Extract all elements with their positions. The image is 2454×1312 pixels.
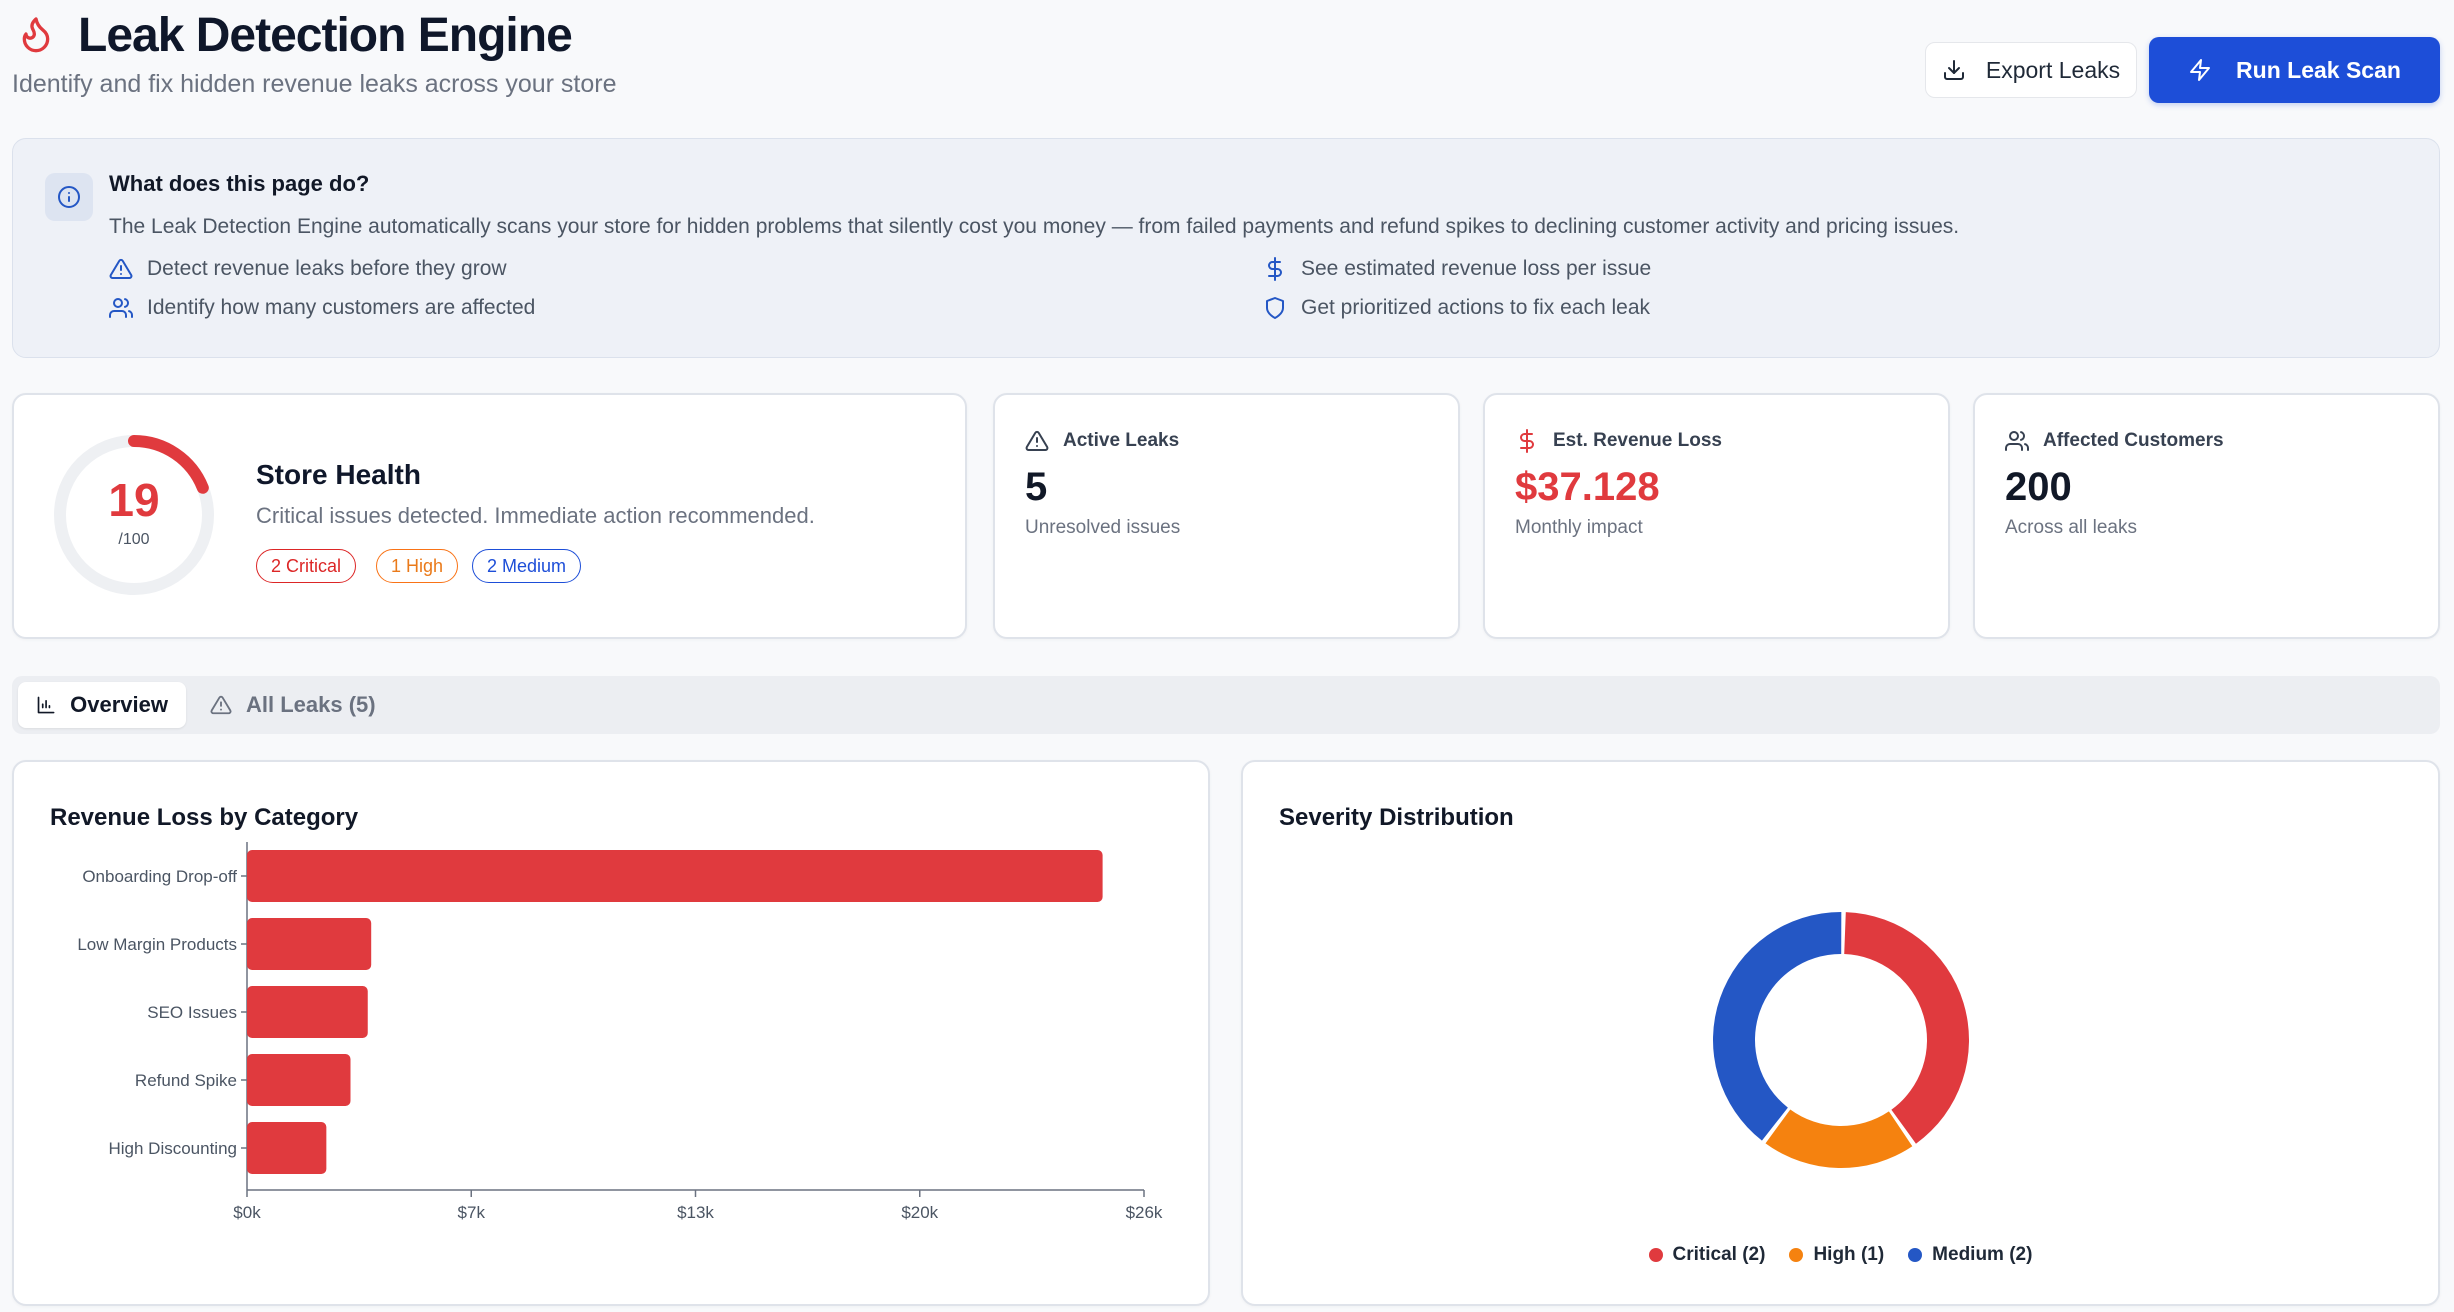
info-icon xyxy=(58,186,80,208)
revenue-loss-bar-chart: Onboarding Drop-off Low Margin Products SE… xyxy=(77,842,1163,1222)
revenue-loss-card: Est. Revenue Loss $37.128 Monthly impact xyxy=(1483,393,1950,639)
critical-badge: 2 Critical xyxy=(256,549,357,583)
run-leak-scan-label: Run Leak Scan xyxy=(2236,56,2401,83)
feature-prioritized-actions: Get prioritized actions to fix each leak xyxy=(1263,296,1650,320)
info-description: The Leak Detection Engine automatically … xyxy=(109,215,1960,238)
flame-icon xyxy=(22,17,50,53)
shield-icon xyxy=(1266,297,1284,319)
bar-low-margin-products[interactable] xyxy=(247,918,372,970)
donut-slice-medium[interactable] xyxy=(1713,912,1842,1141)
legend-dot xyxy=(1648,1248,1663,1262)
affected-customers-value: 200 xyxy=(2005,465,2072,509)
affected-customers-card: Affected Customers 200 Across all leaks xyxy=(1973,393,2440,639)
legend-dot xyxy=(1789,1248,1804,1262)
stat-label-text: Active Leaks xyxy=(1063,430,1180,451)
affected-customers-sub: Across all leaks xyxy=(2005,517,2137,538)
feature-label: Get prioritized actions to fix each leak xyxy=(1301,296,1651,319)
feature-label: Detect revenue leaks before they grow xyxy=(147,257,507,280)
donut-slice-high[interactable] xyxy=(1765,1109,1913,1168)
severity-chart-card: Severity Distribution Critical (2) High (… xyxy=(1241,760,2440,1306)
page-title: Leak Detection Engine xyxy=(78,9,573,62)
donut-slice-critical[interactable] xyxy=(1844,912,1969,1144)
legend-label: Critical (2) xyxy=(1672,1244,1766,1265)
legend-item-medium[interactable]: Medium (2) xyxy=(1908,1244,2032,1266)
bar-seo-issues[interactable] xyxy=(247,986,368,1038)
tab-overview-label: Overview xyxy=(70,692,168,717)
feature-label: See estimated revenue loss per issue xyxy=(1301,257,1652,280)
y-tick-label: Low Margin Products xyxy=(77,935,237,954)
active-leaks-card: Active Leaks 5 Unresolved issues xyxy=(993,393,1460,639)
download-icon xyxy=(1943,60,1964,80)
feature-identify-customers: Identify how many customers are affected xyxy=(109,296,535,320)
info-title: What does this page do? xyxy=(109,171,370,196)
revenue-loss-chart-card: Revenue Loss by Category Onboarding Drop… xyxy=(12,760,1210,1306)
tab-overview[interactable]: Overview xyxy=(18,682,186,728)
y-tick-label: Refund Spike xyxy=(135,1071,237,1090)
dollar-icon xyxy=(1520,429,1534,453)
bar-chart-icon xyxy=(37,696,55,714)
warning-triangle-icon xyxy=(109,258,133,279)
bar-high-discounting[interactable] xyxy=(247,1122,327,1174)
revenue-loss-value: $37.128 xyxy=(1515,465,1660,509)
info-icon-container xyxy=(45,173,93,221)
warning-triangle-icon xyxy=(1025,430,1049,451)
users-icon xyxy=(2005,431,2029,451)
active-leaks-value: 5 xyxy=(1025,465,1048,509)
legend-label: High (1) xyxy=(1813,1244,1885,1265)
x-tick-label: $26k xyxy=(1126,1203,1163,1222)
warning-triangle-icon xyxy=(210,695,232,715)
health-score-ring xyxy=(54,435,214,595)
tab-bar: Overview All Leaks (5) xyxy=(12,676,2440,734)
store-health-title: Store Health xyxy=(256,459,421,490)
dollar-icon xyxy=(1268,257,1282,281)
tab-all-leaks[interactable]: All Leaks (5) xyxy=(192,682,394,728)
high-badge: 1 High xyxy=(376,549,459,583)
severity-donut-chart xyxy=(1713,912,1969,1168)
store-health-card: 19 /100 Store Health Critical issues det… xyxy=(12,393,967,639)
export-leaks-button[interactable]: Export Leaks xyxy=(1925,42,2137,98)
revenue-loss-sub: Monthly impact xyxy=(1515,517,1643,538)
health-score: 19 xyxy=(108,474,160,526)
y-tick-label: Onboarding Drop-off xyxy=(82,867,237,886)
run-leak-scan-button[interactable]: Run Leak Scan xyxy=(2149,37,2440,103)
store-health-description: Critical issues detected. Immediate acti… xyxy=(256,503,815,528)
x-tick-label: $7k xyxy=(458,1203,486,1222)
legend-label: Medium (2) xyxy=(1932,1244,2033,1265)
feature-detect-leaks: Detect revenue leaks before they grow xyxy=(109,257,507,281)
y-tick-label: High Discounting xyxy=(108,1139,237,1158)
page-subtitle: Identify and fix hidden revenue leaks ac… xyxy=(12,70,617,98)
bar-refund-spike[interactable] xyxy=(247,1054,351,1106)
active-leaks-label: Active Leaks xyxy=(1025,429,1179,453)
export-leaks-label: Export Leaks xyxy=(1985,56,2121,83)
info-banner: What does this page do? The Leak Detecti… xyxy=(12,138,2440,358)
severity-legend: Critical (2) High (1) Medium (2) xyxy=(1243,1244,2438,1266)
x-tick-label: $0k xyxy=(233,1203,261,1222)
severity-chart-title: Severity Distribution xyxy=(1279,804,1514,831)
legend-dot xyxy=(1908,1248,1923,1262)
revenue-loss-chart-title: Revenue Loss by Category xyxy=(50,804,359,831)
legend-item-critical[interactable]: Critical (2) xyxy=(1648,1244,1766,1266)
x-tick-label: $13k xyxy=(677,1203,714,1222)
x-tick-label: $20k xyxy=(901,1203,938,1222)
lightning-icon xyxy=(2190,59,2211,81)
feature-revenue-loss: See estimated revenue loss per issue xyxy=(1263,257,1651,281)
bar-onboarding-drop-off[interactable] xyxy=(247,850,1103,902)
stat-label-text: Affected Customers xyxy=(2043,430,2224,451)
medium-badge: 2 Medium xyxy=(472,549,582,583)
tab-all-leaks-label: All Leaks (5) xyxy=(246,692,376,717)
revenue-loss-label: Est. Revenue Loss xyxy=(1515,429,1722,453)
active-leaks-sub: Unresolved issues xyxy=(1025,517,1181,538)
legend-item-high[interactable]: High (1) xyxy=(1789,1244,1884,1266)
stat-label-text: Est. Revenue Loss xyxy=(1553,430,1722,451)
y-tick-label: SEO Issues xyxy=(147,1003,237,1022)
feature-label: Identify how many customers are affected xyxy=(147,296,536,319)
users-icon xyxy=(109,298,133,318)
health-score-max: /100 xyxy=(118,531,150,548)
affected-customers-label: Affected Customers xyxy=(2005,429,2224,453)
